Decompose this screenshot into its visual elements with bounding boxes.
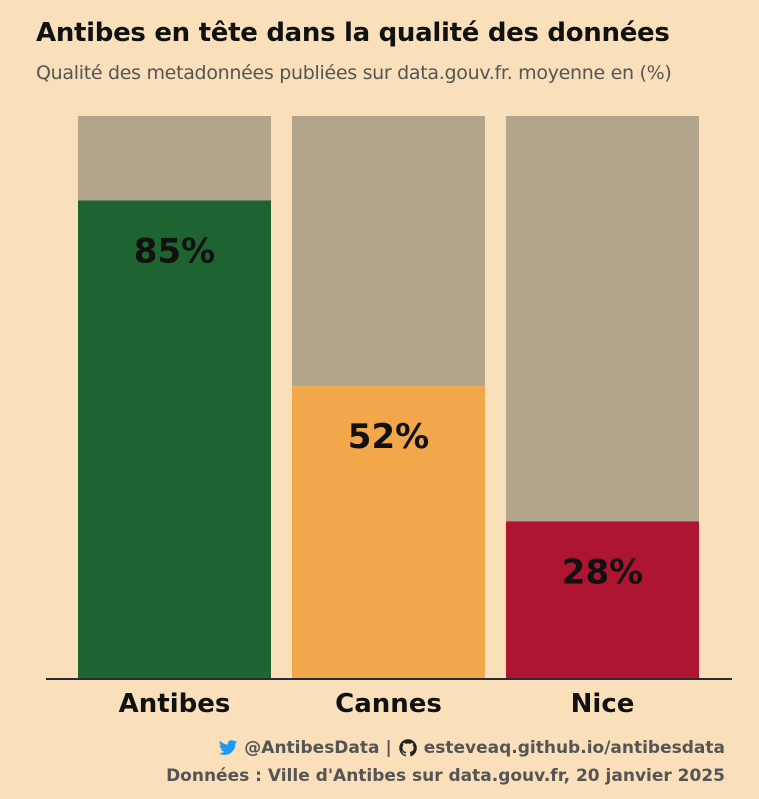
- data-label: 52%: [348, 417, 429, 457]
- data-label: 28%: [562, 552, 643, 592]
- x-tick-label: Nice: [571, 689, 635, 719]
- caption-source: Données : Ville d'Antibes sur data.gouv.…: [166, 766, 725, 786]
- data-label: 85%: [134, 231, 215, 271]
- x-tick-label: Antibes: [119, 689, 231, 719]
- bar-remainder: [506, 116, 699, 522]
- github-icon: [398, 739, 417, 757]
- twitter-icon: [219, 740, 238, 755]
- bar: [292, 386, 485, 679]
- bar-remainder: [292, 116, 485, 387]
- caption-separator: |: [385, 738, 392, 758]
- twitter-handle: @AntibesData: [244, 738, 380, 758]
- github-url: esteveaq.github.io/antibesdata: [423, 738, 725, 758]
- caption-social: @AntibesData | esteveaq.github.io/antibe…: [218, 738, 725, 758]
- bar: [506, 521, 699, 679]
- chart-subtitle: Qualité des metadonnées publiées sur dat…: [36, 62, 672, 84]
- chart-title: Antibes en tête dans la qualité des donn…: [36, 18, 670, 48]
- bar-chart: 85% Antibes 52% Cannes 28% Nice: [46, 116, 732, 719]
- bar: [78, 200, 271, 679]
- bar-remainder: [78, 116, 271, 201]
- x-tick-label: Cannes: [335, 689, 442, 719]
